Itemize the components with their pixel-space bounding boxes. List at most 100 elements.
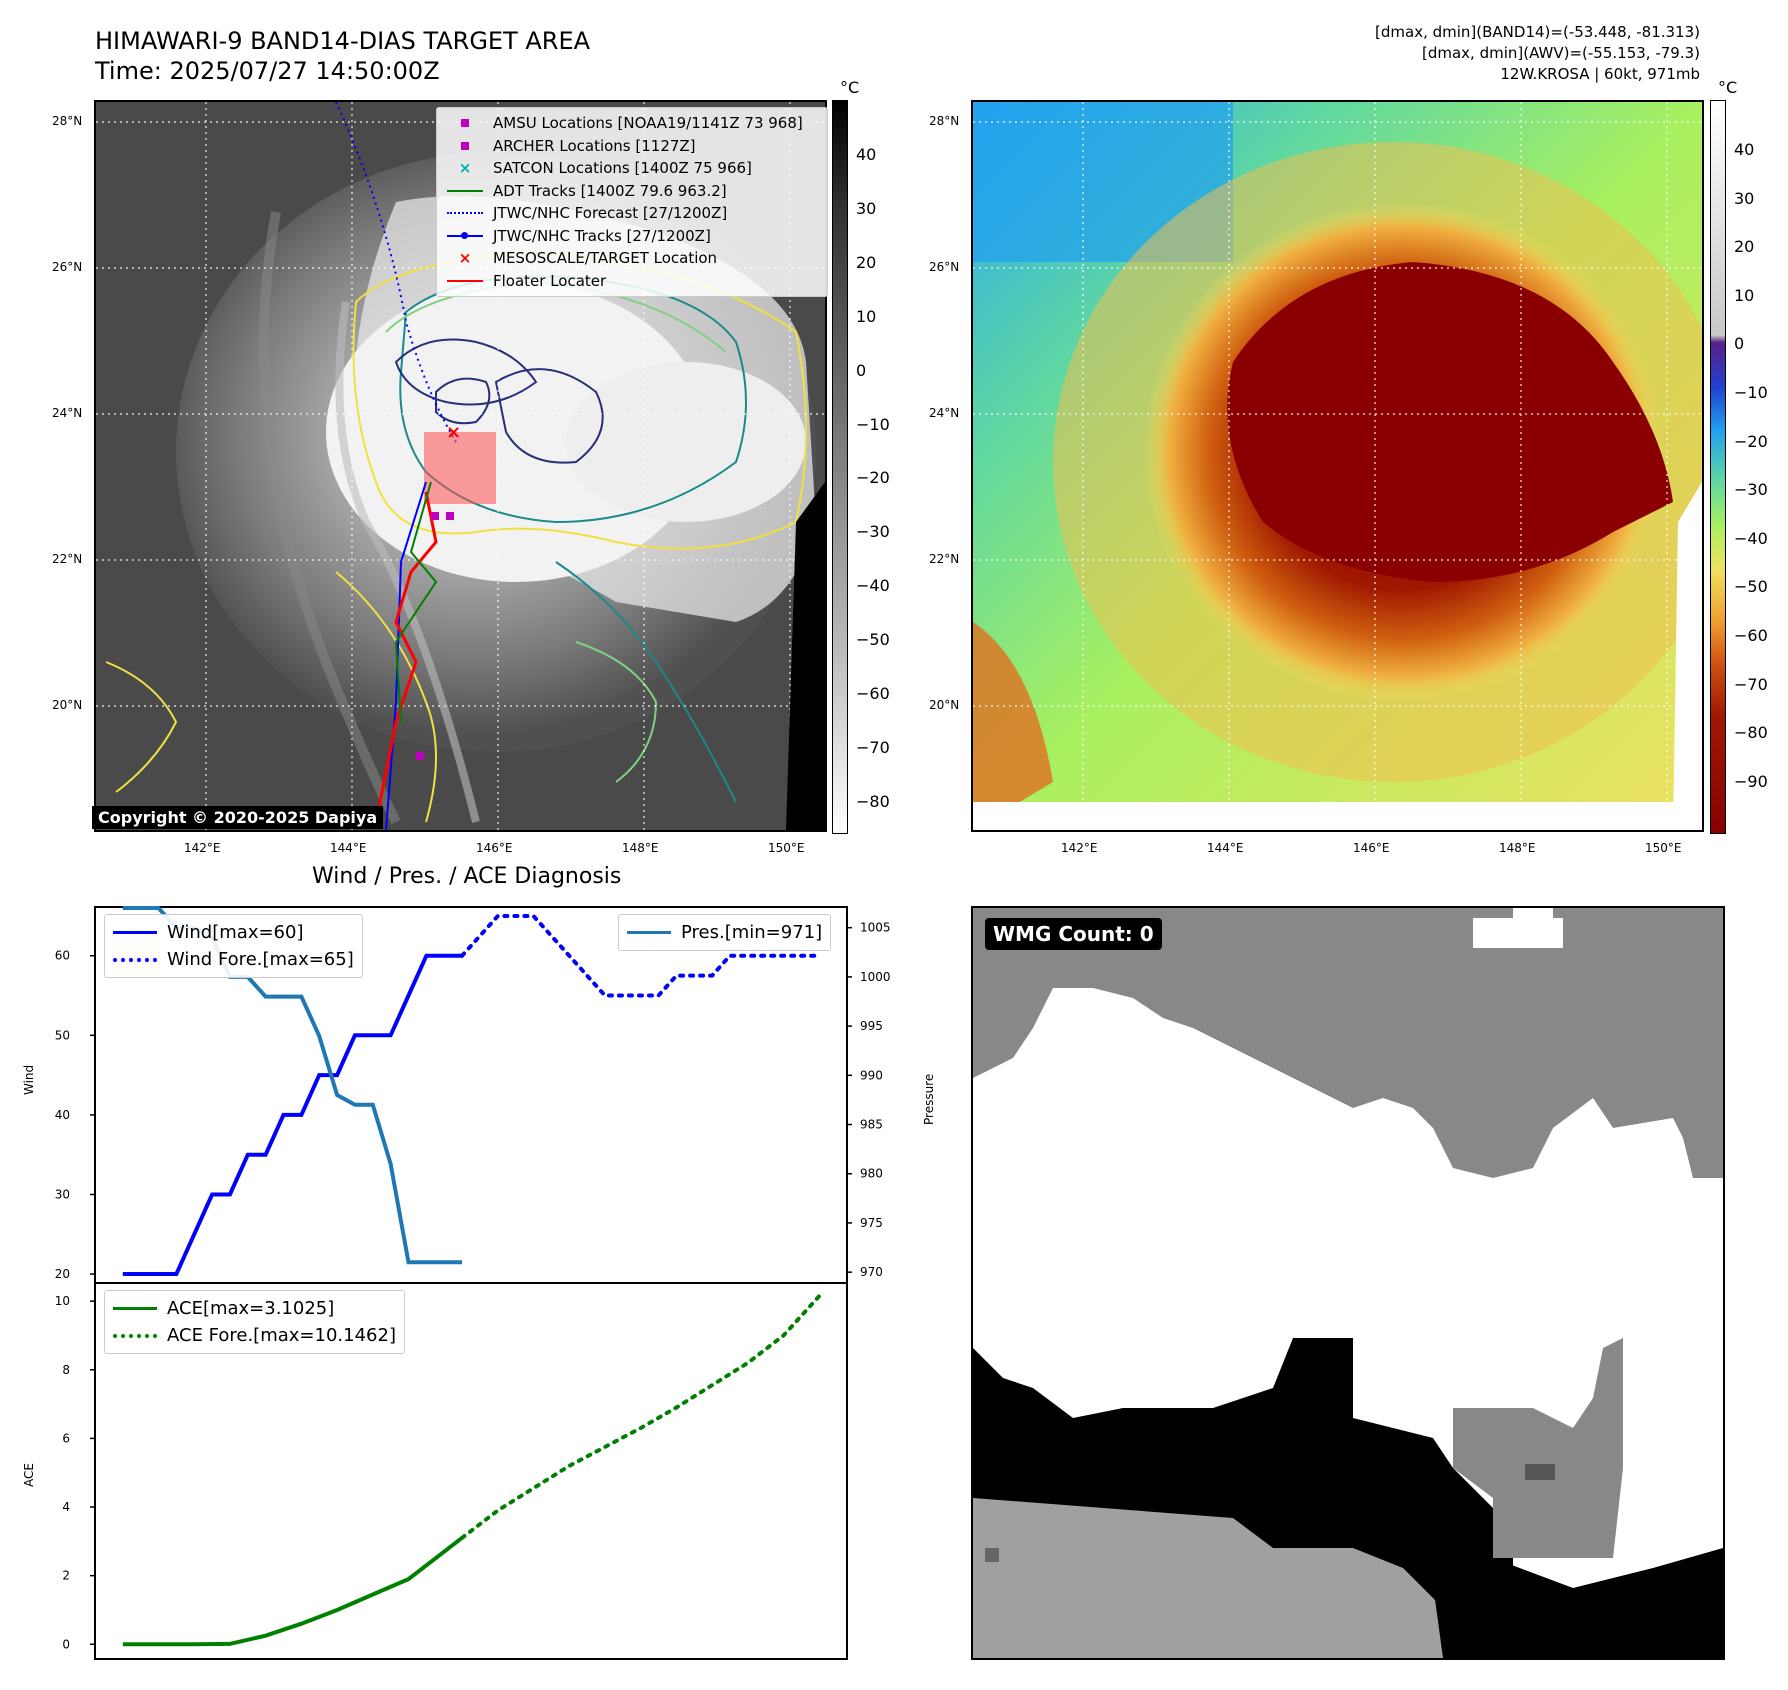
lon-label-146: 146°E <box>476 841 513 855</box>
lat-label-22: 22°N <box>52 552 83 566</box>
lat-label-20-right: 20°N <box>929 698 960 712</box>
lon-label-148: 148°E <box>622 841 659 855</box>
ace-tick-label: 6 <box>62 1431 70 1445</box>
ace-tick-label: 0 <box>62 1637 70 1651</box>
legend-pressure: Pres.[min=971] <box>627 919 822 946</box>
ace-tick-label: 10 <box>55 1294 70 1308</box>
wind-legend: Wind[max=60] Wind Fore.[max=65] <box>104 914 363 978</box>
right-colorbar-tick: −50 <box>1734 577 1768 597</box>
legend-item-forecast: JTWC/NHC Forecast [27/1200Z] <box>445 202 819 225</box>
left-colorbar-tick: 30 <box>856 198 877 218</box>
legend-ace-forecast: ACE Fore.[max=10.1462] <box>113 1322 396 1349</box>
band14-range: [dmax, dmin](BAND14)=(-53.448, -81.313) <box>1375 23 1700 41</box>
lat-label-26-right: 26°N <box>929 260 960 274</box>
diagnosis-title: Wind / Pres. / ACE Diagnosis <box>312 864 622 889</box>
lon-label-146-right: 146°E <box>1353 841 1390 855</box>
lat-label-24-right: 24°N <box>929 406 960 420</box>
wind-tick-label: 60 <box>55 949 70 963</box>
left-colorbar-tick: −50 <box>856 630 890 650</box>
ace-tick-label: 2 <box>62 1569 70 1583</box>
left-colorbar-tick: −70 <box>856 737 890 757</box>
pressure-axis-label: Pressure <box>922 1073 936 1125</box>
legend-item-satcon: × SATCON Locations [1400Z 75 966] <box>458 159 752 178</box>
wmg-count-badge: WMG Count: 0 <box>985 918 1162 950</box>
legend-wind-forecast: Wind Fore.[max=65] <box>113 946 354 973</box>
lon-label-142-right: 142°E <box>1061 841 1098 855</box>
ace-series-line <box>122 1536 464 1647</box>
right-colorbar <box>1710 100 1726 834</box>
ace-legend: ACE[max=3.1025] ACE Fore.[max=10.1462] <box>104 1290 405 1354</box>
left-colorbar-tick: −60 <box>856 684 890 703</box>
wind-tick-label: 30 <box>55 1187 70 1201</box>
pressure-tick-label: 990 <box>860 1068 883 1082</box>
legend-item-archer: ARCHER Locations [1127Z] <box>445 135 819 158</box>
left-colorbar-tick: 10 <box>856 306 877 326</box>
wind-series-line <box>122 953 463 1276</box>
legend-item-adt: ADT Tracks [1400Z 79.6 963.2] <box>445 180 819 203</box>
chart-time: Time: 2025/07/27 14:50:00Z <box>95 57 440 85</box>
lon-label-144-right: 144°E <box>1207 841 1244 855</box>
wmg-panel <box>971 906 1725 1660</box>
right-colorbar-tick: −70 <box>1734 674 1768 694</box>
pressure-tick-label: 980 <box>860 1167 883 1181</box>
wind-axis-label: Wind <box>22 1064 36 1095</box>
wind-tick-label: 20 <box>55 1267 70 1281</box>
awv-range: [dmax, dmin](AWV)=(-55.153, -79.3) <box>1421 44 1700 62</box>
right-colorbar-tick: −60 <box>1734 626 1768 645</box>
ace-forecast-line <box>460 1294 822 1540</box>
left-colorbar-tick: 20 <box>856 252 877 272</box>
left-colorbar-tick: 40 <box>856 145 877 164</box>
wind-tick-label: 50 <box>55 1028 70 1042</box>
right-colorbar-tick: −40 <box>1734 528 1768 548</box>
ace-tick-label: 8 <box>62 1363 70 1377</box>
awv-map-panel <box>971 100 1704 832</box>
pressure-tick-label: 1000 <box>860 970 891 984</box>
chart-title: HIMAWARI-9 BAND14-DIAS TARGET AREA <box>95 27 591 55</box>
map-legend: AMSU Locations [NOAA19/1141Z 73 968] ARC… <box>436 107 828 297</box>
pressure-tick-label: 1005 <box>860 921 891 935</box>
legend-item-amsu: AMSU Locations [NOAA19/1141Z 73 968] <box>445 112 819 135</box>
right-colorbar-tick: −90 <box>1734 771 1768 791</box>
pressure-tick-label: 970 <box>860 1265 883 1279</box>
awv-map-image <box>973 102 1702 830</box>
legend-ace: ACE[max=3.1025] <box>113 1295 396 1322</box>
lat-label-28-right: 28°N <box>929 114 960 128</box>
left-colorbar-unit: °C <box>840 78 860 97</box>
wind-tick-label: 40 <box>55 1108 70 1122</box>
legend-item-floater: Floater Locater <box>445 270 819 293</box>
lat-label-22-right: 22°N <box>929 552 960 566</box>
svg-text:×: × <box>446 422 461 443</box>
lon-label-148-right: 148°E <box>1499 841 1536 855</box>
right-colorbar-tick: 10 <box>1734 285 1755 305</box>
ace-tick-label: 4 <box>62 1500 70 1514</box>
wind-forecast-line <box>460 914 822 998</box>
right-colorbar-tick: −10 <box>1734 383 1768 402</box>
lon-label-144: 144°E <box>330 841 367 855</box>
legend-item-mesoscale: × MESOSCALE/TARGET Location <box>458 249 718 268</box>
left-colorbar-tick: 0 <box>856 360 867 380</box>
legend-item-tracks: JTWC/NHC Tracks [27/1200Z] <box>445 225 819 248</box>
lon-label-150-right: 150°E <box>1645 841 1682 855</box>
right-colorbar-tick: 40 <box>1734 140 1755 159</box>
right-colorbar-tick: 0 <box>1734 334 1745 354</box>
right-colorbar-tick: −80 <box>1734 723 1768 743</box>
right-colorbar-tick: 20 <box>1734 237 1755 257</box>
left-colorbar-tick: −40 <box>856 576 890 596</box>
lat-label-26: 26°N <box>52 260 83 274</box>
left-colorbar-tick: −10 <box>856 414 890 434</box>
lon-label-142: 142°E <box>184 841 221 855</box>
left-colorbar <box>832 100 848 834</box>
lon-label-150: 150°E <box>768 841 805 855</box>
pressure-tick-label: 985 <box>860 1118 883 1132</box>
legend-wind: Wind[max=60] <box>113 919 354 946</box>
right-colorbar-tick: 30 <box>1734 188 1755 208</box>
pressure-tick-label: 995 <box>860 1019 883 1033</box>
ace-axis-label: ACE <box>22 1463 36 1487</box>
ace-panel <box>94 1282 848 1660</box>
right-colorbar-unit: °C <box>1718 78 1738 97</box>
lat-label-24: 24°N <box>52 406 83 420</box>
left-colorbar-tick: −30 <box>856 522 890 542</box>
pressure-tick-label: 975 <box>860 1216 883 1230</box>
lat-label-20: 20°N <box>52 698 83 712</box>
storm-info: 12W.KROSA | 60kt, 971mb <box>1500 65 1700 83</box>
